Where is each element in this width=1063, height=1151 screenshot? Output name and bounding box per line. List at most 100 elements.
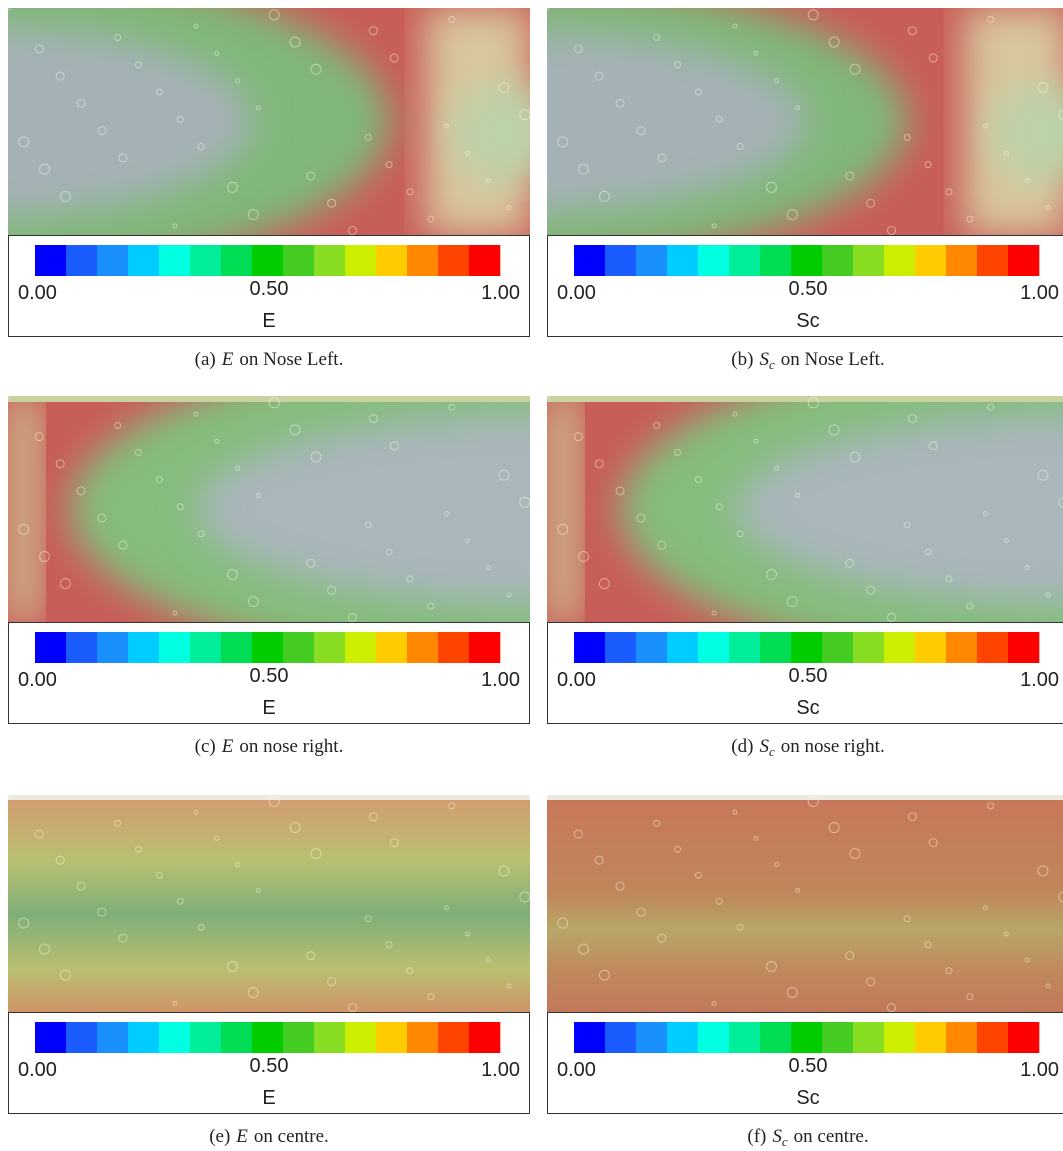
colorbar-swatch — [438, 1022, 470, 1053]
crater — [982, 511, 988, 517]
colorbar-swatch — [884, 245, 916, 276]
crater — [945, 188, 953, 196]
crater — [903, 521, 911, 529]
colorbar-swatch — [1008, 1022, 1040, 1053]
caption-tag: (a) — [195, 349, 216, 370]
crater — [389, 838, 399, 848]
colorbar-swatch — [636, 632, 668, 663]
crater — [1037, 469, 1049, 481]
crater — [828, 424, 840, 436]
crater — [711, 1000, 717, 1006]
crater — [348, 612, 358, 622]
colorbar-swatch — [884, 632, 916, 663]
crater — [849, 63, 861, 75]
crater — [427, 993, 435, 1001]
crater — [1037, 81, 1049, 93]
crater — [907, 414, 917, 424]
crater — [711, 223, 717, 229]
caption-symbol: S — [759, 736, 769, 757]
crater — [945, 575, 953, 583]
crater — [615, 881, 625, 891]
colorbar-swatch — [252, 1022, 284, 1053]
colorbar-swatch — [190, 1022, 222, 1053]
crater — [39, 550, 51, 562]
crater — [506, 205, 512, 211]
colorbar-tick-label: 0.00 — [557, 1059, 596, 1081]
colorbar-swatch — [97, 245, 129, 276]
crater — [866, 977, 876, 987]
crater — [114, 34, 122, 42]
crater — [176, 503, 184, 511]
colorbar-swatch — [915, 1022, 947, 1053]
crater — [615, 486, 625, 496]
crater — [849, 848, 861, 860]
crater — [519, 891, 530, 903]
crater — [443, 511, 449, 517]
crater — [406, 575, 414, 583]
crater — [39, 163, 51, 175]
colorbar-swatch — [283, 245, 315, 276]
colorbar-label: Sc — [796, 310, 819, 332]
colorbar-swatch — [915, 245, 947, 276]
caption-subscript: c — [769, 357, 775, 372]
crater — [1058, 496, 1063, 508]
colorbar-swatch — [159, 245, 191, 276]
crater — [214, 438, 220, 444]
crater — [615, 98, 625, 108]
colorbar-swatch — [667, 632, 699, 663]
colorbar-swatch — [128, 632, 160, 663]
crater — [578, 163, 590, 175]
crater — [557, 917, 569, 929]
crater — [715, 503, 723, 511]
colorbar-swatch — [314, 245, 346, 276]
crater — [197, 530, 205, 538]
crater — [987, 802, 995, 810]
caption-tag: (e) — [209, 1126, 230, 1147]
crater — [448, 403, 456, 411]
colorbar-swatch — [760, 245, 792, 276]
crater — [310, 848, 322, 860]
crater — [987, 403, 995, 411]
crater — [464, 538, 470, 544]
crater — [172, 1000, 178, 1006]
colorbar-swatch — [822, 245, 854, 276]
colorbar-swatch — [283, 632, 315, 663]
crater — [653, 34, 661, 42]
crater — [97, 126, 107, 136]
crater — [39, 943, 51, 955]
colorbar-tick-label: 1.00 — [481, 1059, 520, 1081]
colorbar-tick-label: 0.00 — [18, 282, 57, 304]
crater — [807, 9, 819, 21]
heat-top-edge — [8, 795, 530, 800]
crater — [966, 215, 974, 223]
crater — [1003, 538, 1009, 544]
crater — [795, 105, 801, 111]
crater — [715, 115, 723, 123]
crater — [765, 960, 777, 972]
crater — [924, 941, 932, 949]
colorbar-swatch — [35, 632, 67, 663]
crater — [176, 897, 184, 905]
caption-tag: (d) — [731, 736, 753, 757]
crater — [289, 424, 301, 436]
crater — [135, 449, 142, 456]
crater — [310, 451, 322, 463]
crater — [753, 835, 759, 841]
colorbar-swatch — [884, 1022, 916, 1053]
crater — [268, 796, 280, 808]
colorbar-swatch — [574, 632, 606, 663]
crater — [172, 610, 178, 616]
crater — [485, 565, 491, 571]
colorbar-swatch — [698, 632, 730, 663]
crater — [18, 136, 30, 148]
crater — [76, 98, 86, 108]
crater — [573, 44, 583, 54]
crater — [557, 523, 569, 535]
crater — [327, 977, 337, 987]
crater — [1003, 150, 1009, 156]
colorbar-swatch — [376, 1022, 408, 1053]
colorbar-swatch — [407, 245, 439, 276]
crater — [368, 812, 378, 822]
colorbar-swatch — [605, 632, 637, 663]
